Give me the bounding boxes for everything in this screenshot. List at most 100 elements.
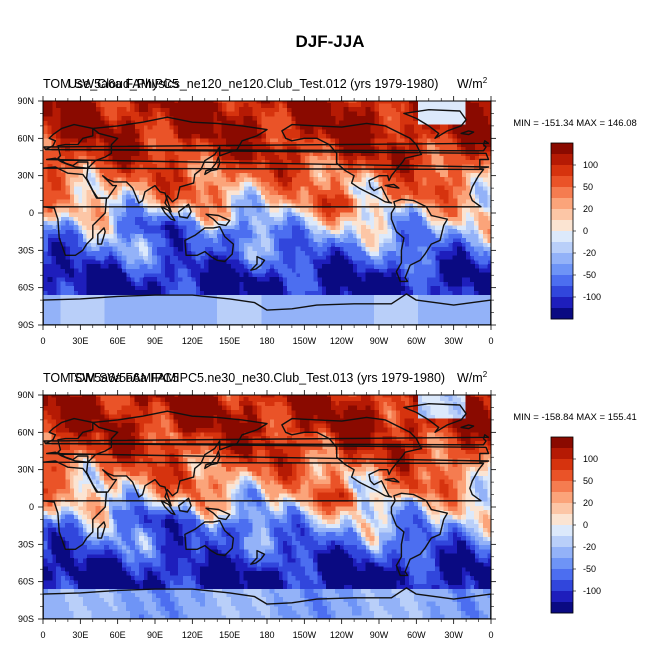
x-tick-label: 120E (182, 630, 203, 640)
coast-borneo (177, 497, 192, 513)
panel-case-title: TOM SW5a6a FAMIPC5.ne30_ne30.Club_Test.0… (68, 371, 445, 385)
coast-madagascar (97, 521, 106, 539)
coast-cuba (384, 477, 400, 483)
field-level-band (43, 181, 491, 325)
colorbar-label: 100 (583, 454, 598, 464)
coast-new-zealand (250, 549, 266, 565)
colorbar-box (551, 536, 573, 548)
coast-greenland (0, 404, 18, 433)
field-level-band (43, 395, 491, 507)
coast-greenland (403, 403, 467, 433)
field-raster (43, 101, 491, 325)
field-level-band (43, 395, 491, 516)
coast-antarctica (43, 587, 491, 619)
colorbar: 100 50 20 0 -20 -50 -100 (550, 436, 601, 614)
field-level-band (43, 505, 491, 590)
coast-new-guinea (654, 214, 661, 225)
colorbar-box (551, 503, 573, 515)
x-tick-label: 30W (444, 630, 463, 640)
y-tick-label: 60N (17, 133, 34, 143)
main-title: DJF-JJA (296, 32, 365, 51)
field-level-band (56, 101, 491, 256)
colorbar: 100 50 20 0 -20 -50 -100 (550, 142, 601, 320)
panel-units: W/m2 (457, 370, 488, 385)
field-level-band (43, 220, 491, 296)
coast-australia (633, 227, 661, 262)
panel-left-title: TOM SW5a6a FAMIPC5 (43, 77, 179, 91)
coast-africa (43, 460, 485, 550)
colorbar-box (551, 470, 573, 482)
colorbar-box (551, 143, 573, 155)
colorbar-label: 50 (583, 476, 593, 486)
field-level-band (43, 101, 491, 222)
coast-greenland (403, 109, 467, 139)
map-area (43, 101, 661, 325)
coast-australia (633, 521, 661, 556)
x-tick-label: 90W (370, 336, 389, 346)
y-tick-label: 60N (17, 427, 34, 437)
colorbar-box (551, 286, 573, 298)
y-tick-label: 30N (17, 171, 34, 181)
coast-japan (653, 451, 661, 468)
colorbar-box (551, 297, 573, 309)
panel-case-title: Use_Cloud_Physics_ne120_ne120.Club_Test.… (68, 77, 438, 91)
map-area (0, 395, 661, 619)
field-level-band (43, 484, 491, 619)
colorbar-box (551, 481, 573, 493)
y-tick-label: 90N (17, 390, 34, 400)
x-tick-label: 60E (110, 336, 126, 346)
y-tick-label: 90N (17, 96, 34, 106)
colorbar-label: -100 (583, 292, 601, 302)
min-max-label: MIN = -151.34 MAX = 146.08 (513, 118, 637, 129)
colorbar-box (551, 525, 573, 537)
x-tick-label: 120E (182, 336, 203, 346)
coast-sumatra (609, 207, 623, 221)
coast-uk (43, 434, 490, 446)
colorbar-label: 0 (583, 226, 588, 236)
coast-asia (85, 410, 268, 507)
coast-antarctica (490, 593, 491, 619)
colorbar-label: 100 (583, 160, 598, 170)
colorbar-box (551, 275, 573, 287)
coast-north-america (281, 416, 422, 498)
x-tick-label: 90E (147, 336, 163, 346)
y-tick-label: 30S (18, 539, 34, 549)
x-tick-label: 60E (110, 630, 126, 640)
coast-new-guinea (654, 508, 661, 519)
colorbar-box (551, 242, 573, 254)
y-tick-label: 30S (18, 245, 34, 255)
colorbar-box (551, 514, 573, 526)
coast-sumatra (160, 500, 176, 516)
colorbar-label: -20 (583, 248, 596, 258)
coast-europe (0, 419, 41, 463)
x-tick-label: 30W (444, 336, 463, 346)
colorbar-label: -100 (583, 586, 601, 596)
colorbar-box (551, 264, 573, 276)
coast-south-america (390, 492, 449, 577)
panel-left-title: TOM SW5a6a FAMIPC5 (43, 371, 179, 385)
panel-units-exponent: 2 (483, 370, 488, 379)
coast-africa (490, 167, 491, 208)
y-tick-label: 90S (18, 320, 34, 330)
colorbar-label: 0 (583, 520, 588, 530)
coast-new-guinea (205, 507, 231, 521)
coast-madagascar (97, 227, 106, 245)
colorbar-box (551, 459, 573, 471)
x-tick-label: 120W (330, 336, 354, 346)
colorbar-box (551, 558, 573, 570)
coast-new-guinea (205, 213, 231, 227)
coast-cuba (384, 183, 400, 189)
x-tick-label: 30E (72, 336, 88, 346)
field-level-band (43, 395, 491, 472)
colorbar-box (551, 209, 573, 221)
y-tick-label: 30N (17, 465, 34, 475)
field-level-band (43, 101, 491, 178)
coast-iceland (460, 424, 475, 430)
field-level-band (43, 396, 484, 516)
colorbar-box (551, 492, 573, 504)
y-tick-label: 0 (29, 502, 34, 512)
x-tick-label: 150W (293, 336, 317, 346)
coastlines (43, 109, 661, 325)
